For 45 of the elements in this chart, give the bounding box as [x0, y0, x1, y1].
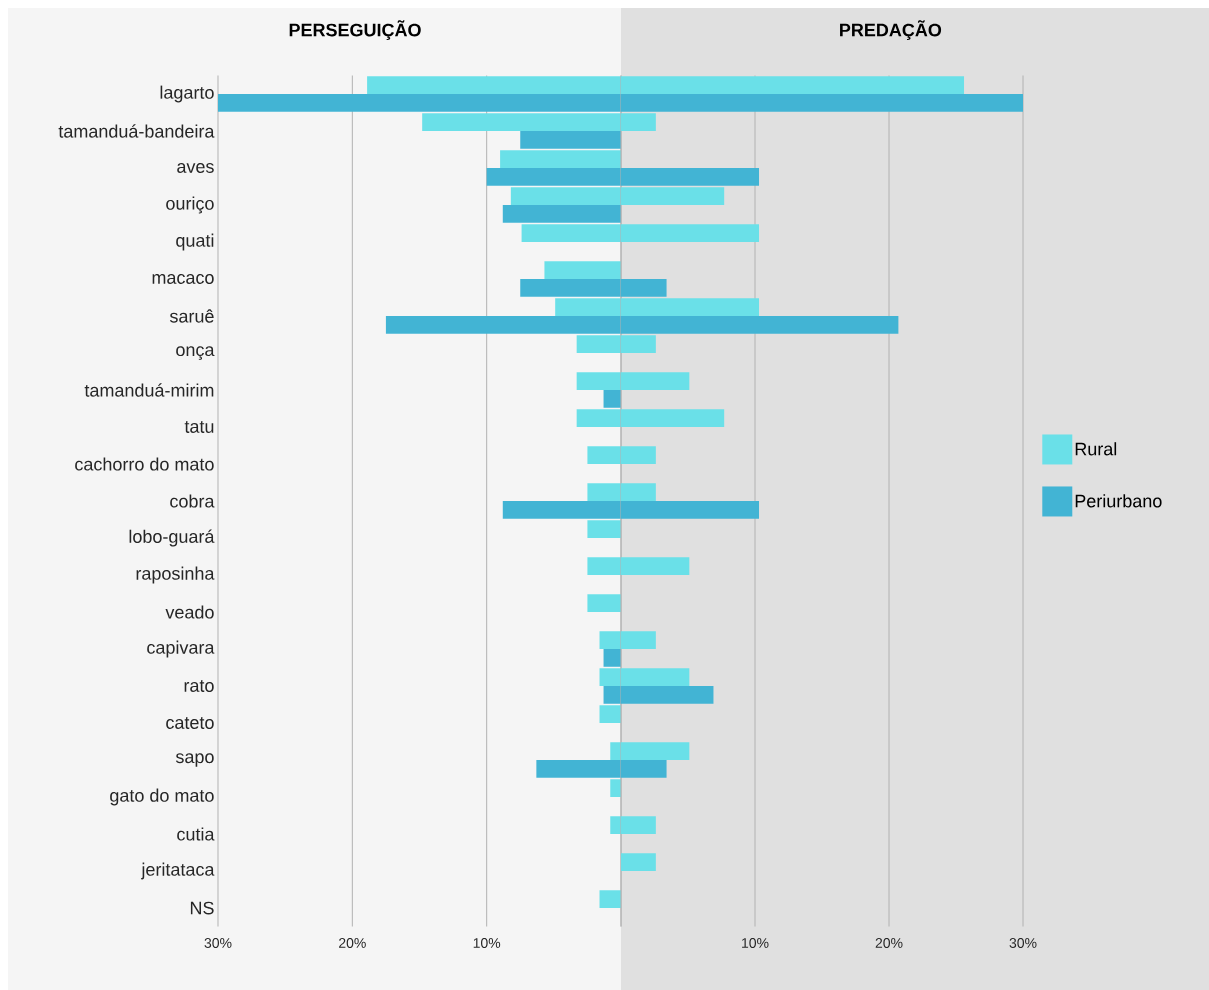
y-tick-label: cobra: [170, 494, 215, 508]
y-tick-label: NS: [190, 901, 214, 915]
bar: [603, 390, 621, 408]
bar: [500, 150, 621, 168]
y-tick-label: capivara: [147, 640, 215, 658]
y-tick-label: aves: [177, 163, 214, 173]
x-tick-label: 10%: [742, 938, 769, 948]
y-tick-label: onça: [176, 346, 215, 360]
bar: [599, 890, 621, 909]
bar: [603, 649, 621, 667]
y-tick-label: saruê: [169, 309, 214, 323]
y-tick-label: quati: [176, 233, 214, 251]
y-tick-label: cateto: [166, 717, 214, 729]
bar: [502, 205, 621, 223]
y-tick-label: rato: [184, 680, 214, 692]
x-tick-label: 30%: [1009, 938, 1037, 948]
y-tick-label: veado: [165, 605, 214, 619]
bar: [587, 594, 621, 613]
bar: [544, 261, 621, 279]
y-tick-label: lagarto: [160, 85, 214, 103]
y-tick-label: gato do mato: [110, 788, 214, 806]
x-tick-label: 20%: [339, 938, 366, 948]
x-tick-label: 10%: [473, 938, 501, 948]
x-tick-label: 30%: [204, 938, 232, 948]
legend-label: Rural: [1075, 442, 1117, 456]
bar: [599, 705, 621, 724]
y-tick-label: ouriço: [166, 196, 214, 214]
x-tick-label: 20%: [875, 938, 903, 948]
chart-title: PERSEGUIÇÃO: [289, 20, 421, 40]
y-tick-label: tatu: [184, 421, 214, 433]
y-tick-label: cachorro do mato: [75, 457, 214, 471]
y-tick-label: lobo-guará: [129, 529, 215, 547]
bar: [621, 853, 656, 872]
bar: [520, 131, 621, 149]
y-tick-label: jeritataca: [140, 862, 215, 880]
y-tick-label: macaco: [152, 274, 214, 284]
bar: [587, 520, 621, 539]
chart-title: PREDAÇÃO: [840, 20, 942, 40]
y-tick-label: sapo: [175, 753, 214, 767]
bar: [610, 779, 621, 798]
y-tick-label: cutia: [177, 827, 215, 841]
y-tick-label: raposinha: [136, 566, 215, 584]
legend-label: Periurbano: [1075, 494, 1162, 508]
y-tick-label: tamanduá-bandeira: [58, 124, 215, 138]
y-tick-label: tamanduá-mirim: [84, 383, 214, 397]
